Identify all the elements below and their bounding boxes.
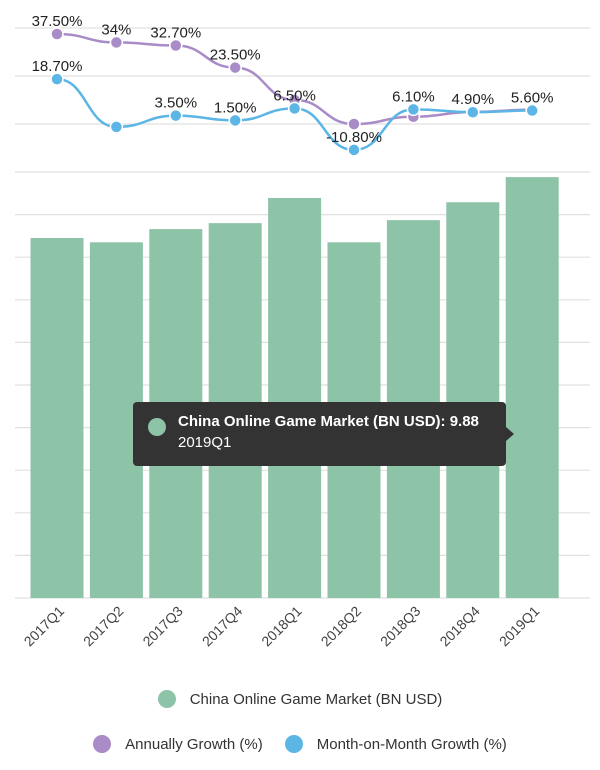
x-tick-label: 2017Q1	[21, 603, 68, 650]
point-mom-2017Q3	[169, 108, 183, 123]
legend-row-2: Annually Growth (%) Month-on-Month Growt…	[0, 735, 600, 753]
point-annual-2017Q4	[228, 60, 242, 75]
data-label-mom: 1.50%	[214, 99, 257, 116]
tooltip: China Online Game Market (BN USD): 9.88 …	[133, 402, 514, 466]
data-label-annual: 23.50%	[210, 47, 261, 64]
bar-2019Q1	[505, 177, 559, 598]
legend-label-market: China Online Game Market (BN USD)	[189, 690, 443, 708]
x-tick-label: 2018Q4	[436, 603, 483, 650]
data-label-annual: 32.70%	[150, 25, 201, 42]
data-label-mom: 5.60%	[511, 90, 554, 107]
tooltip-subtitle: 2019Q1	[178, 434, 232, 451]
point-annual-2017Q3	[169, 38, 183, 53]
legend-label-annual: Annually Growth (%)	[125, 735, 263, 753]
point-mom-2017Q2	[109, 120, 124, 134]
legend-dot-mom	[284, 735, 303, 753]
legend-item-mom[interactable]: Month-on-Month Growth (%)	[284, 735, 507, 753]
point-annual-2017Q1	[50, 27, 64, 41]
legend-dot-annual	[93, 735, 112, 753]
point-mom-2017Q4	[228, 113, 242, 128]
point-mom-2017Q1	[50, 72, 64, 86]
legend-item-market[interactable]: China Online Game Market (BN USD)	[157, 690, 443, 708]
legend-label-mom: Month-on-Month Growth (%)	[316, 735, 507, 753]
x-tick-label: 2018Q2	[318, 603, 365, 650]
x-tick-label: 2018Q3	[377, 603, 424, 650]
bar-2017Q1	[30, 238, 84, 598]
legend-dot-market	[157, 690, 176, 708]
chart: 2017Q1 2017Q2 2017Q3 2017Q4 2018Q1 2018Q2 2018…	[15, 13, 590, 650]
x-tick-label: 2017Q3	[139, 603, 186, 650]
bar-2018Q4	[446, 202, 500, 598]
bar-2018Q1	[268, 197, 322, 598]
legend-item-annual[interactable]: Annually Growth (%)	[93, 735, 263, 753]
point-annual-2018Q2	[347, 117, 361, 131]
tooltip-color-dot	[148, 418, 166, 436]
tooltip-title: China Online Game Market (BN USD): 9.88	[178, 413, 479, 430]
point-mom-2018Q2	[347, 143, 361, 157]
data-label-mom: 18.70%	[32, 58, 83, 75]
data-label-mom: 6.10%	[392, 88, 435, 105]
data-label-mom: 6.50%	[273, 87, 316, 104]
data-label-mom: -10.80%	[326, 129, 382, 146]
point-mom-2018Q3	[406, 102, 421, 117]
data-label-mom: 4.90%	[452, 91, 495, 108]
point-mom-2019Q1	[525, 103, 539, 118]
x-tick-label: 2017Q4	[199, 603, 246, 650]
point-mom-2018Q1	[287, 101, 302, 116]
x-tick-label: 2018Q1	[258, 603, 305, 650]
x-tick-label: 2019Q1	[496, 603, 543, 650]
data-label-annual: 37.50%	[32, 13, 83, 30]
x-tick-label: 2017Q2	[80, 603, 127, 650]
point-annual-2017Q2	[109, 35, 124, 50]
data-label-mom: 3.50%	[155, 95, 198, 112]
data-label-annual: 34%	[101, 21, 131, 38]
point-mom-2018Q4	[466, 105, 480, 119]
legend-row-1: China Online Game Market (BN USD)	[0, 690, 600, 708]
